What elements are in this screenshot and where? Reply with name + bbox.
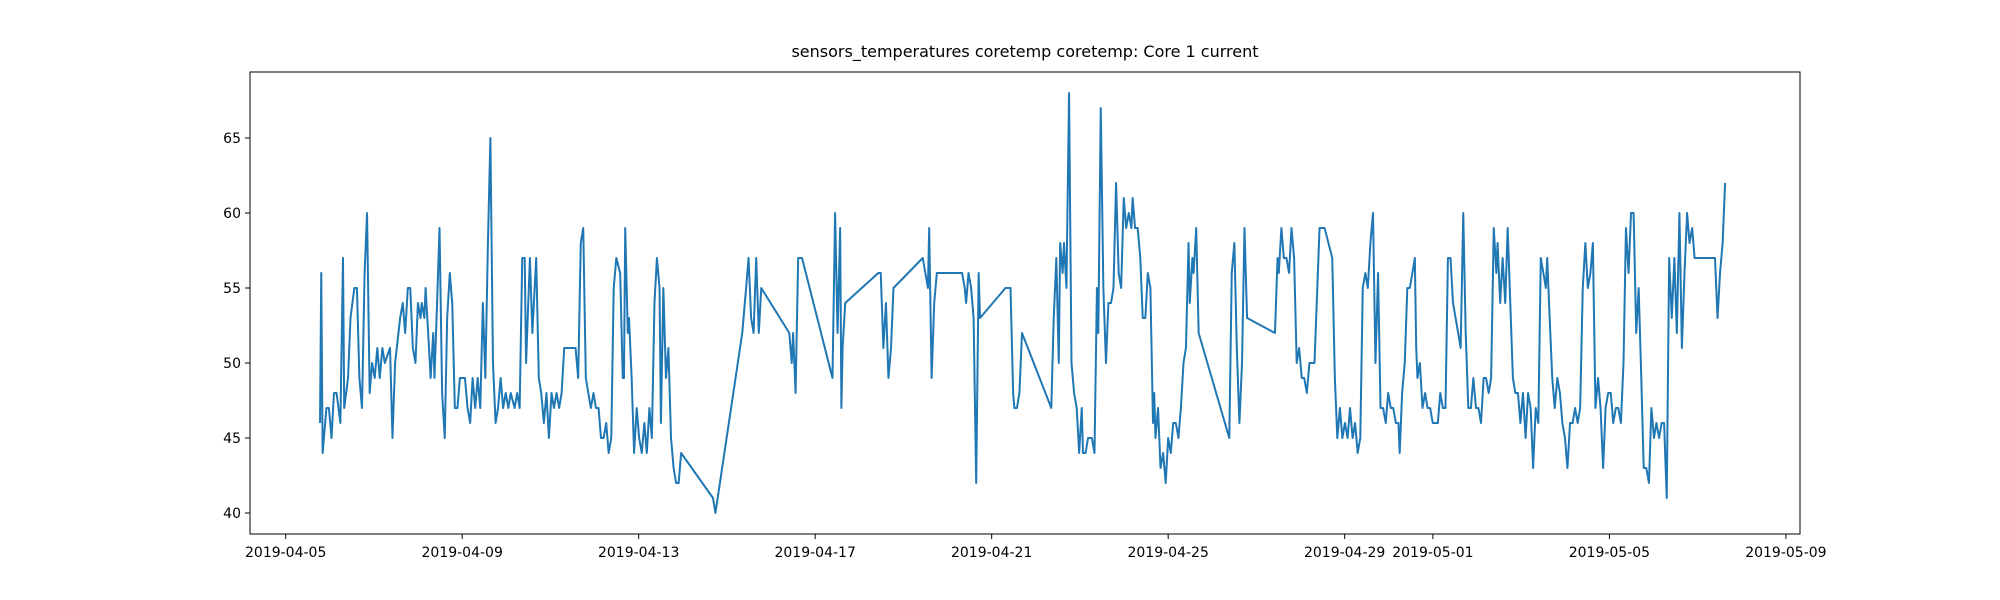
x-tick-label: 2019-05-09 (1745, 545, 1826, 561)
x-tick-label: 2019-04-21 (951, 545, 1032, 561)
y-tick-label: 50 (223, 356, 241, 372)
x-tick-label: 2019-04-05 (245, 545, 326, 561)
x-tick-label: 2019-05-01 (1392, 545, 1473, 561)
y-tick-label: 55 (223, 281, 241, 297)
x-tick-label: 2019-04-17 (774, 545, 855, 561)
chart-title: sensors_temperatures coretemp coretemp: … (791, 42, 1258, 62)
x-tick-label: 2019-04-29 (1304, 545, 1385, 561)
x-tick-label: 2019-04-25 (1127, 545, 1208, 561)
data-line (319, 92, 1727, 514)
y-tick-label: 40 (223, 506, 241, 522)
x-tick-label: 2019-04-09 (422, 545, 503, 561)
x-tick-label: 2019-05-05 (1569, 545, 1650, 561)
y-tick-label: 45 (223, 431, 241, 447)
y-tick-label: 65 (223, 131, 241, 147)
x-tick-label: 2019-04-13 (598, 545, 679, 561)
y-tick-label: 60 (223, 206, 241, 222)
axes-frame (249, 71, 1801, 535)
